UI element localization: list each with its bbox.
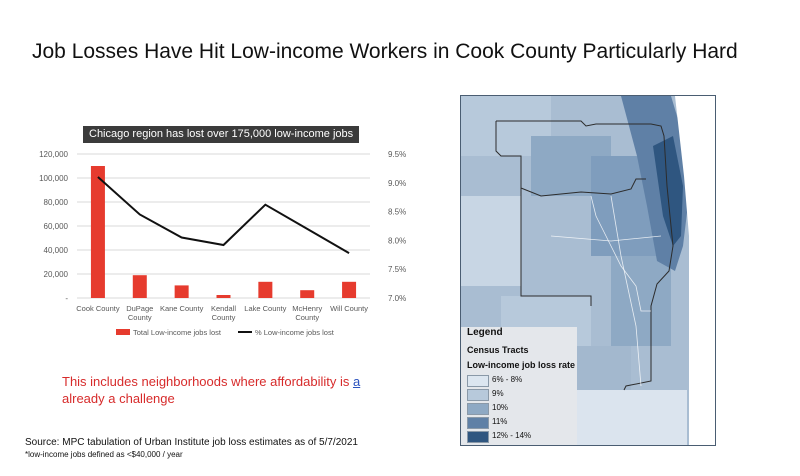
y-right-tick-label: 8.0% — [388, 236, 406, 245]
x-tick-label: Kane County — [160, 304, 204, 313]
note-link[interactable]: a — [352, 374, 361, 389]
note-text: This includes neighborhoods where afford… — [62, 373, 392, 407]
y-right-tick-label: 8.5% — [388, 208, 406, 217]
source-text: Source: MPC tabulation of Urban Institut… — [25, 437, 358, 448]
y-left-tick-label: 100,000 — [39, 174, 68, 183]
bar — [216, 295, 231, 298]
chart-title: Chicago region has lost over 175,000 low… — [83, 126, 360, 143]
legend-swatch-bars — [116, 329, 130, 335]
bar — [174, 285, 189, 298]
y-left-tick-label: - — [65, 294, 68, 303]
x-tick-label: Cook County — [76, 304, 120, 313]
legend-swatch — [467, 417, 489, 429]
combo-chart: - 20,000 40,000 60,000 80,000 100,000 120,000 7… — [39, 150, 406, 337]
x-tick-label: McHenry — [292, 304, 322, 313]
legend-swatch — [467, 389, 489, 401]
x-tick-label: Lake County — [244, 304, 286, 313]
x-tick-label: Will County — [330, 304, 368, 313]
legend-swatch — [467, 403, 489, 415]
bar — [258, 281, 273, 298]
x-tick-label: Kendall — [211, 304, 236, 313]
bar — [90, 166, 105, 298]
footnote-text: *low-income jobs defined as <$40,000 / y… — [25, 450, 183, 459]
y-right-tick-label: 7.5% — [388, 265, 406, 274]
legend-label: 6% - 8% — [492, 375, 523, 384]
x-tick-label: County — [295, 313, 319, 322]
x-tick-label: County — [212, 313, 236, 322]
bar — [132, 275, 147, 298]
map-legend: Legend Census Tracts Low-income job loss… — [461, 327, 577, 445]
y-left-tick-label: 80,000 — [44, 198, 69, 207]
y-right-tick-label: 9.5% — [388, 150, 406, 159]
slide-title: Job Losses Have Hit Low-income Workers i… — [32, 40, 738, 63]
legend-label: 10% — [492, 403, 509, 412]
note-part-1: This includes neighborhoods where afford… — [62, 374, 353, 389]
legend-swatch — [467, 375, 489, 387]
legend-label-line: % Low-income jobs lost — [255, 328, 335, 337]
legend-label: 9% — [492, 389, 504, 398]
legend-label-bars: Total Low-income jobs lost — [133, 328, 222, 337]
legend-swatch — [467, 431, 489, 443]
x-tick-label: County — [128, 313, 152, 322]
y-right-tick-label: 7.0% — [388, 294, 406, 303]
y-left-tick-label: 120,000 — [39, 150, 68, 159]
y-left-tick-label: 60,000 — [44, 222, 69, 231]
y-left-tick-label: 40,000 — [44, 246, 69, 255]
bar — [300, 290, 315, 298]
legend-label: 12% - 14% — [492, 431, 532, 440]
bar — [342, 281, 357, 298]
legend-subtitle: Census Tracts — [467, 345, 529, 355]
note-part-2: already a challenge — [62, 391, 175, 406]
x-tick-label: DuPage — [126, 304, 153, 313]
y-right-tick-label: 9.0% — [388, 179, 406, 188]
legend-heading: Low-income job loss rate — [467, 360, 576, 370]
legend-label: 11% — [492, 417, 508, 426]
y-left-tick-label: 20,000 — [44, 270, 69, 279]
line-series — [97, 176, 350, 254]
legend-title: Legend — [467, 327, 503, 338]
